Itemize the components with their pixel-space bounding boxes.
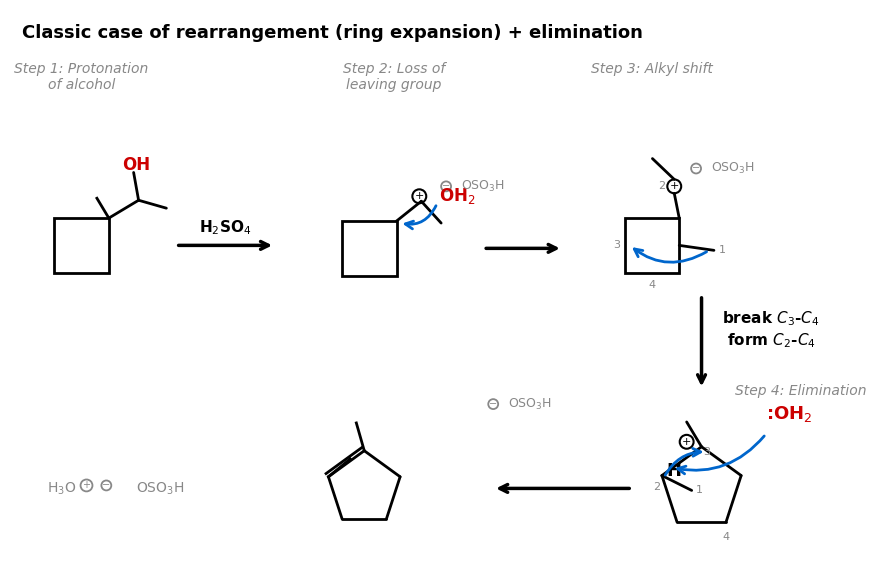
Text: +: + bbox=[82, 481, 90, 491]
Bar bbox=[342, 221, 397, 276]
Text: 4: 4 bbox=[723, 532, 730, 542]
Text: H$_2$SO$_4$: H$_2$SO$_4$ bbox=[199, 218, 252, 237]
Text: 1: 1 bbox=[696, 485, 703, 495]
Text: OH$_2$: OH$_2$ bbox=[439, 186, 475, 206]
Text: +: + bbox=[415, 192, 424, 201]
Text: 3: 3 bbox=[613, 241, 620, 251]
Text: 4: 4 bbox=[648, 280, 656, 290]
Text: 2: 2 bbox=[654, 482, 660, 492]
Text: −: − bbox=[692, 164, 700, 173]
Bar bbox=[624, 218, 679, 273]
Text: Step 4: Elimination: Step 4: Elimination bbox=[735, 384, 866, 398]
Text: +: + bbox=[670, 182, 679, 192]
Text: break $\mathit{C_3}$-$\mathit{C_4}$
form $\mathit{C_2}$-$\mathit{C_4}$: break $\mathit{C_3}$-$\mathit{C_4}$ form… bbox=[723, 310, 820, 350]
Text: −: − bbox=[442, 182, 450, 192]
Text: −: − bbox=[103, 481, 111, 491]
Text: OSO$_3$H: OSO$_3$H bbox=[461, 179, 505, 194]
Text: H: H bbox=[666, 461, 681, 479]
Text: 3: 3 bbox=[703, 447, 710, 457]
Text: OSO$_3$H: OSO$_3$H bbox=[711, 161, 755, 176]
Text: OSO$_3$H: OSO$_3$H bbox=[136, 480, 185, 496]
Text: H$_3$O: H$_3$O bbox=[47, 480, 77, 496]
Text: OSO$_3$H: OSO$_3$H bbox=[508, 397, 552, 412]
Text: OH: OH bbox=[122, 155, 151, 173]
Text: Step 3: Alkyl shift: Step 3: Alkyl shift bbox=[591, 62, 713, 76]
Text: Step 2: Loss of
leaving group: Step 2: Loss of leaving group bbox=[343, 62, 445, 92]
Text: Step 1: Protonation
of alcohol: Step 1: Protonation of alcohol bbox=[14, 62, 149, 92]
Text: −: − bbox=[489, 399, 497, 409]
Text: 2: 2 bbox=[657, 182, 665, 192]
Text: Classic case of rearrangement (ring expansion) + elimination: Classic case of rearrangement (ring expa… bbox=[22, 24, 643, 42]
Text: :OH$_2$: :OH$_2$ bbox=[765, 404, 812, 424]
Text: 1: 1 bbox=[718, 245, 725, 255]
Bar bbox=[54, 218, 109, 273]
Text: +: + bbox=[682, 437, 691, 447]
